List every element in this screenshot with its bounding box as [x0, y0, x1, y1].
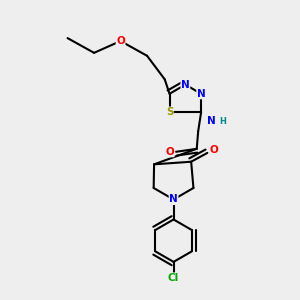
Text: N: N: [197, 89, 206, 99]
Text: O: O: [209, 145, 218, 155]
Text: H: H: [219, 117, 226, 126]
Text: N: N: [207, 116, 216, 126]
Text: O: O: [165, 147, 174, 157]
Text: S: S: [166, 107, 173, 117]
Text: N: N: [181, 80, 190, 90]
Text: N: N: [169, 194, 178, 205]
Text: Cl: Cl: [168, 273, 179, 283]
Text: O: O: [116, 36, 125, 46]
